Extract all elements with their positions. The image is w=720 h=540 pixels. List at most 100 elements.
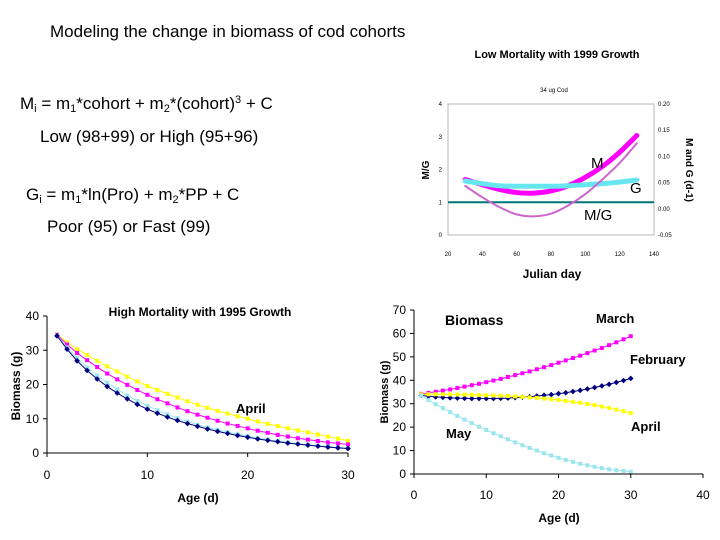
data-point xyxy=(325,444,331,451)
data-point xyxy=(335,436,340,441)
data-point xyxy=(455,392,460,397)
data-point xyxy=(174,417,181,424)
data-point xyxy=(614,468,619,473)
x-tick-label: 0 xyxy=(44,468,51,482)
y-tick-label: 20 xyxy=(26,378,40,392)
data-point xyxy=(542,396,547,401)
y2-tick-label: 0.15 xyxy=(658,128,670,134)
data-point xyxy=(215,408,220,413)
data-point xyxy=(345,445,351,452)
data-point xyxy=(462,417,467,422)
y-tick-label: 10 xyxy=(393,444,407,458)
data-point xyxy=(419,393,424,398)
y2-tick-label: -0.05 xyxy=(658,233,672,239)
data-point xyxy=(591,384,598,391)
data-point xyxy=(305,437,310,442)
data-point xyxy=(477,381,482,386)
data-point xyxy=(556,360,561,365)
series-label-april: April xyxy=(631,419,661,434)
data-point xyxy=(556,455,561,460)
annotation-april: April xyxy=(236,401,266,416)
data-point xyxy=(620,377,627,384)
data-point xyxy=(74,358,80,364)
data-point xyxy=(607,343,612,348)
data-point xyxy=(105,380,110,385)
data-point xyxy=(315,432,320,437)
data-point xyxy=(462,384,467,389)
data-point xyxy=(621,337,626,342)
data-point xyxy=(578,400,583,405)
data-point xyxy=(578,353,583,358)
data-point xyxy=(562,389,569,396)
data-point xyxy=(607,467,612,472)
data-point xyxy=(295,441,301,447)
data-point xyxy=(606,381,612,388)
data-point xyxy=(578,461,583,466)
y-tick-label: 10 xyxy=(26,412,40,426)
data-point xyxy=(628,469,633,474)
y-tick-label: 40 xyxy=(393,373,407,387)
data-point xyxy=(534,448,539,453)
data-point xyxy=(484,427,489,432)
data-point xyxy=(440,388,445,393)
data-point xyxy=(85,353,90,358)
data-point xyxy=(469,383,474,388)
data-point xyxy=(585,351,590,356)
y-tick-label: 60 xyxy=(393,326,407,340)
data-point xyxy=(614,407,619,412)
data-point xyxy=(245,426,250,431)
y2-axis-label: M and G (d-1) xyxy=(683,138,694,202)
data-point xyxy=(469,392,474,397)
y-tick-label: 70 xyxy=(393,303,407,317)
data-point xyxy=(254,436,261,442)
data-point xyxy=(155,408,160,413)
data-point xyxy=(325,434,330,439)
data-point xyxy=(426,392,431,397)
data-point xyxy=(448,410,453,415)
data-point xyxy=(505,437,510,442)
data-point xyxy=(592,348,597,353)
x-tick-label: 30 xyxy=(341,468,355,482)
data-point xyxy=(264,437,271,444)
data-point xyxy=(498,376,503,381)
data-point xyxy=(115,369,120,374)
data-point xyxy=(215,418,220,423)
data-point xyxy=(305,430,310,435)
chart-title: Biomass xyxy=(445,312,504,328)
y-tick-label: 3 xyxy=(439,135,443,141)
data-point xyxy=(513,373,518,378)
data-point xyxy=(115,387,120,392)
data-point xyxy=(527,395,532,400)
data-point xyxy=(205,405,210,410)
data-point xyxy=(204,426,211,432)
data-point xyxy=(275,432,280,437)
data-point xyxy=(448,387,453,392)
data-point xyxy=(145,392,150,397)
data-point xyxy=(621,409,626,414)
data-point xyxy=(469,421,474,426)
data-point xyxy=(255,428,260,433)
data-point xyxy=(284,440,291,446)
data-point xyxy=(84,367,90,374)
data-point xyxy=(614,340,619,345)
data-point xyxy=(94,376,100,382)
data-point xyxy=(95,373,100,378)
data-point xyxy=(448,392,453,397)
y-axis-label: Biomass (g) xyxy=(379,360,391,423)
x-tick-label: 80 xyxy=(548,252,555,258)
data-point xyxy=(255,419,260,424)
data-point xyxy=(315,439,320,444)
data-point xyxy=(125,393,130,398)
data-point xyxy=(134,401,141,408)
data-point xyxy=(613,379,620,386)
data-point xyxy=(505,393,510,398)
y-axis-label: M/G xyxy=(421,160,432,179)
data-point xyxy=(124,396,131,402)
data-point xyxy=(549,397,554,402)
data-point xyxy=(184,420,191,427)
series-label-g: G xyxy=(630,180,642,197)
x-tick-label: 30 xyxy=(624,488,638,502)
data-point xyxy=(542,451,547,456)
